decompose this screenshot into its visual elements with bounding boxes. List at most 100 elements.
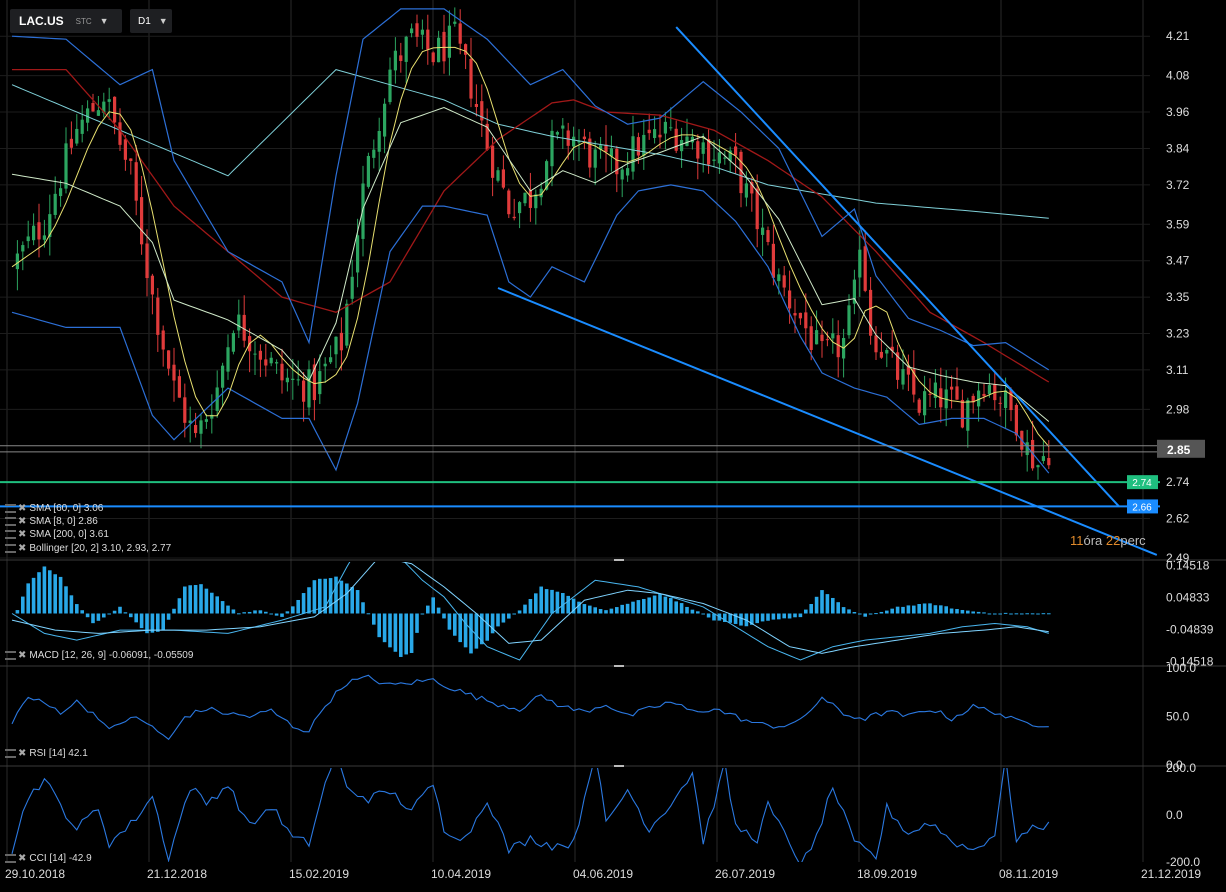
legend-cci[interactable]: ✖ CCI [14] -42.9 bbox=[5, 853, 92, 864]
settings-icon[interactable] bbox=[5, 651, 16, 660]
grid bbox=[0, 0, 1226, 862]
macd-histogram-bar bbox=[366, 613, 371, 615]
candle-body bbox=[107, 99, 111, 102]
trendline[interactable] bbox=[675, 26, 1120, 508]
trendline[interactable] bbox=[497, 287, 1158, 556]
macd-histogram-bar bbox=[258, 610, 263, 614]
candle-body bbox=[728, 150, 732, 161]
close-icon[interactable]: ✖ bbox=[18, 853, 27, 864]
candle-body bbox=[836, 335, 840, 358]
candle-body bbox=[150, 275, 154, 295]
legend-sma200[interactable]: ✖ SMA [200, 0] 3.61 bbox=[5, 529, 109, 540]
price-tick-label: 3.59 bbox=[1166, 217, 1190, 231]
date-tick-label: 08.11.2019 bbox=[999, 867, 1058, 881]
legend-rsi[interactable]: ✖ RSI [14] 42.1 bbox=[5, 748, 88, 759]
candle-body bbox=[480, 101, 484, 121]
legend-macd[interactable]: ✖ MACD [12, 26, 9] -0.06091, -0.05509 bbox=[5, 650, 193, 661]
symbol-selector[interactable]: LAC.US STC ▼ bbox=[10, 9, 122, 33]
price-tick-label: 3.11 bbox=[1166, 363, 1189, 377]
candle-body bbox=[172, 364, 176, 381]
settings-icon[interactable] bbox=[5, 530, 16, 539]
candle-body bbox=[518, 202, 522, 214]
candle-body bbox=[59, 188, 63, 197]
macd-histogram-bar bbox=[636, 600, 641, 614]
macd-histogram-bar bbox=[982, 612, 986, 614]
macd-histogram-bar bbox=[112, 610, 117, 614]
candle-body bbox=[890, 346, 894, 351]
macd-histogram-bar bbox=[544, 589, 549, 614]
candle-body bbox=[815, 330, 819, 345]
macd-histogram-bar bbox=[1014, 613, 1019, 615]
candle-body bbox=[701, 142, 705, 154]
rsi-tick-label: 100.0 bbox=[1166, 661, 1196, 675]
candle-body bbox=[561, 125, 565, 129]
candle-body bbox=[966, 400, 970, 431]
settings-icon[interactable] bbox=[5, 854, 16, 863]
candle-body bbox=[64, 143, 68, 189]
pane-resize-handle[interactable] bbox=[614, 665, 624, 667]
candle-body bbox=[194, 425, 198, 434]
candle-body bbox=[302, 380, 306, 402]
macd-histogram-bar bbox=[642, 598, 646, 614]
candle-body bbox=[620, 169, 624, 180]
candle-body bbox=[258, 350, 262, 360]
chevron-down-icon: ▼ bbox=[99, 16, 109, 26]
macd-histogram-bar bbox=[1025, 613, 1029, 615]
macd-histogram-bar bbox=[199, 584, 203, 614]
macd-histogram-bar bbox=[350, 587, 354, 614]
candle-body bbox=[442, 31, 446, 62]
macd-tick-label: 0.04833 bbox=[1166, 590, 1210, 604]
close-icon[interactable]: ✖ bbox=[18, 503, 27, 514]
candle-body bbox=[167, 350, 171, 369]
settings-icon[interactable] bbox=[5, 517, 16, 526]
macd-histogram-bar bbox=[555, 591, 560, 614]
timeframe-selector[interactable]: D1 ▼ bbox=[130, 9, 172, 33]
macd-histogram-bar bbox=[393, 613, 398, 652]
candle-body bbox=[604, 144, 608, 152]
close-icon[interactable]: ✖ bbox=[18, 543, 27, 554]
candle-body bbox=[129, 158, 133, 161]
candle-body bbox=[777, 274, 781, 282]
candle-body bbox=[177, 376, 181, 398]
pane-resize-handle[interactable] bbox=[614, 559, 624, 561]
settings-icon[interactable] bbox=[5, 504, 16, 513]
candle-body bbox=[874, 335, 878, 353]
candle-body bbox=[863, 246, 867, 291]
settings-icon[interactable] bbox=[5, 544, 16, 553]
price-level-badge bbox=[1127, 499, 1158, 514]
legend-bollinger[interactable]: ✖ Bollinger [20, 2] 3.10, 2.93, 2.77 bbox=[5, 543, 171, 554]
candle-body bbox=[491, 145, 495, 178]
candle-body bbox=[437, 37, 441, 63]
macd-signal-line bbox=[11, 562, 1049, 654]
candle-body bbox=[545, 161, 549, 190]
macd-histogram-bar bbox=[193, 585, 198, 614]
candle-body bbox=[734, 146, 738, 156]
pane-resize-handle[interactable] bbox=[614, 765, 624, 767]
macd-histogram-bar bbox=[528, 598, 533, 614]
price-tick-label: 3.23 bbox=[1166, 327, 1190, 341]
settings-icon[interactable] bbox=[5, 749, 16, 758]
legend-sma8[interactable]: ✖ SMA [8, 0] 2.86 bbox=[5, 516, 98, 527]
macd-histogram-bar bbox=[242, 612, 246, 614]
close-icon[interactable]: ✖ bbox=[18, 516, 27, 527]
legend-sma60[interactable]: ✖ SMA [60, 0] 3.06 bbox=[5, 503, 103, 514]
macd-histogram-bar bbox=[436, 607, 441, 614]
close-icon[interactable]: ✖ bbox=[18, 748, 27, 759]
candle-body bbox=[642, 134, 646, 156]
macd-histogram-bar bbox=[285, 611, 290, 614]
candle-body bbox=[91, 103, 95, 112]
close-icon[interactable]: ✖ bbox=[18, 650, 27, 661]
candle-body bbox=[469, 58, 473, 99]
candle-body bbox=[917, 399, 921, 413]
macd-histogram-bar bbox=[885, 610, 889, 614]
candle-body bbox=[550, 130, 554, 167]
macd-histogram-bar bbox=[566, 595, 570, 614]
close-icon[interactable]: ✖ bbox=[18, 529, 27, 540]
candle-body bbox=[631, 136, 635, 172]
macd-tick-label: -0.04839 bbox=[1166, 623, 1214, 637]
candle-body bbox=[458, 23, 462, 44]
countdown-hours: 11 bbox=[1070, 533, 1084, 548]
macd-histogram-bar bbox=[939, 605, 943, 614]
macd-histogram-bar bbox=[820, 590, 824, 614]
